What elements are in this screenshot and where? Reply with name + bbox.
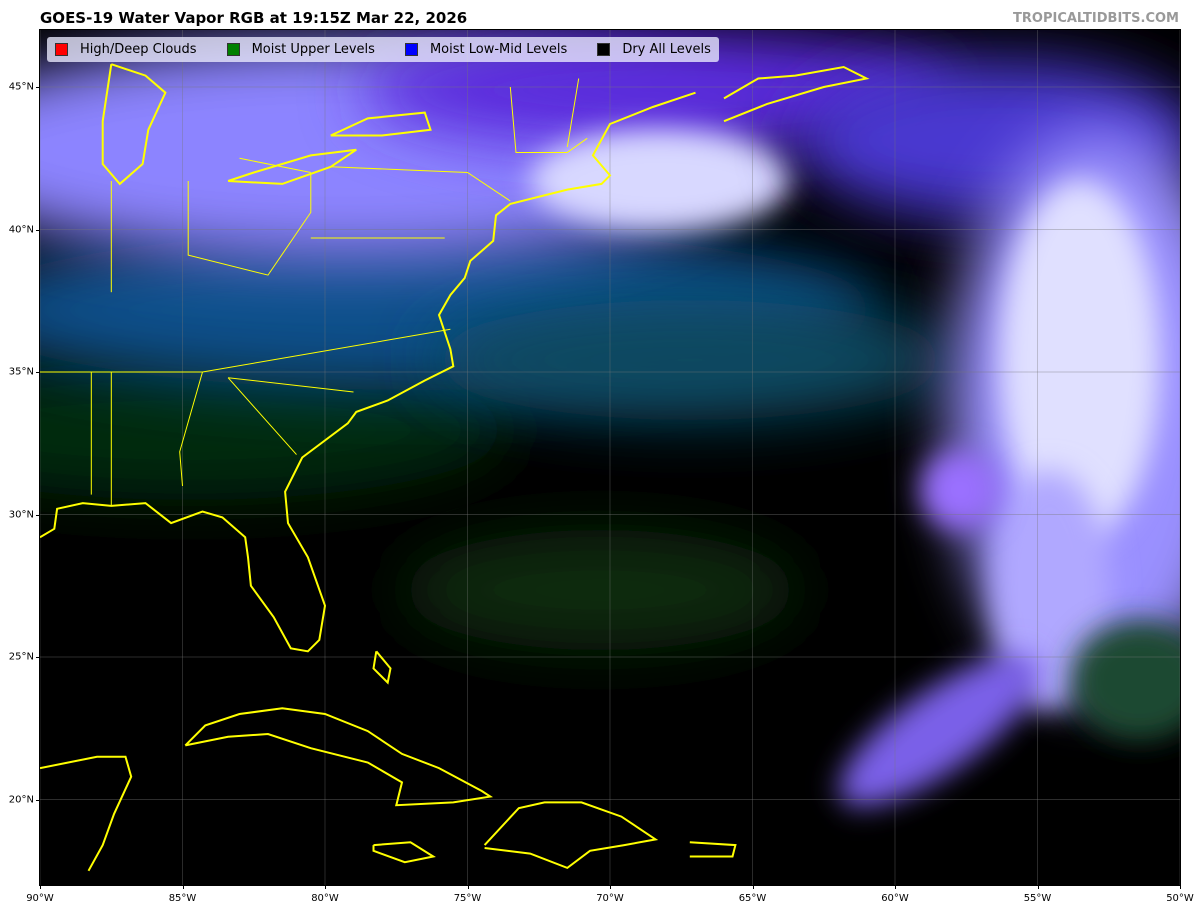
legend: High/Deep Clouds Moist Upper Levels Moist … [47, 37, 719, 62]
legend-item: Moist Upper Levels [226, 42, 375, 57]
x-tick-label: 80°W [311, 893, 339, 904]
y-tick-label: 35°N [8, 366, 34, 378]
state-border [566, 78, 580, 147]
legend-label: Dry All Levels [622, 42, 711, 57]
x-tick-label: 55°W [1023, 893, 1052, 904]
legend-label: Moist Low-Mid Levels [429, 42, 568, 57]
y-tick-label: 25°N [8, 651, 34, 663]
coastline-lake-erie [227, 148, 357, 185]
x-tick-label: 90°W [26, 893, 54, 904]
state-border [228, 377, 354, 393]
state-border [179, 371, 203, 487]
coastline-us-east-coast [39, 91, 696, 653]
x-tick-label: 65°W [738, 893, 767, 904]
credit-text: TROPICALTIDBITS.COM [1013, 11, 1179, 26]
x-tick-label: 60°W [881, 893, 909, 904]
coastline-lake-ontario [330, 111, 432, 137]
y-tick-label: 20°N [8, 794, 34, 805]
legend-label: High/Deep Clouds [80, 42, 197, 57]
coastline-bahamas-andros [372, 650, 392, 685]
x-tick-label: 70°W [596, 893, 624, 904]
x-tick-label: 75°W [453, 893, 482, 904]
coastline-yucatan [39, 755, 133, 872]
satellite-map [0, 29, 1200, 886]
legend-item: Dry All Levels [597, 42, 711, 57]
map-title: GOES-19 Water Vapor RGB at 19:15Z Mar 22… [40, 9, 468, 27]
coastline-cuba [184, 707, 494, 807]
coastline-hispaniola [483, 801, 659, 870]
legend-item: High/Deep Clouds [55, 42, 197, 57]
coastline-puerto-rico [689, 841, 737, 858]
y-tick-label: 30°N [8, 509, 34, 520]
y-tick-label: 40°N [8, 224, 34, 235]
state-border [330, 166, 511, 202]
state-border [187, 172, 312, 276]
legend-swatch [55, 43, 68, 56]
legend-swatch [404, 43, 418, 56]
legend-swatch [597, 43, 611, 56]
state-border [509, 86, 588, 153]
y-tick-label: 45°N [8, 81, 34, 93]
state-border [227, 377, 297, 455]
state-border [239, 157, 311, 173]
x-tick-label: 50°W [1166, 893, 1194, 904]
coastlines [39, 63, 870, 872]
legend-item: Moist Low-Mid Levels [404, 42, 568, 57]
coastline-nova-scotia [723, 65, 870, 123]
x-tick-label: 85°W [168, 893, 197, 904]
legend-swatch [226, 43, 240, 56]
coastline-jamaica [372, 841, 436, 864]
legend-label: Moist Upper Levels [251, 42, 375, 57]
coastline-lake-michigan [101, 63, 167, 186]
